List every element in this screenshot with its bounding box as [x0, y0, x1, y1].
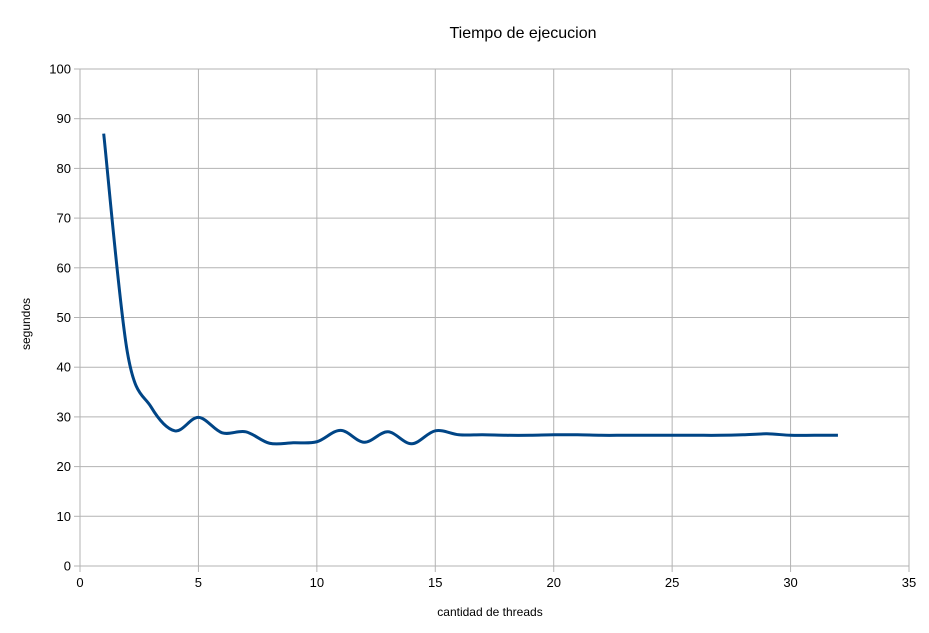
series-layer	[102, 133, 838, 446]
x-tick-label: 0	[76, 575, 83, 590]
y-axis-title: segundos	[19, 298, 33, 350]
y-tick-label: 10	[57, 509, 71, 524]
x-tick-label: 30	[783, 575, 797, 590]
series-line	[102, 133, 838, 446]
y-tick-label: 100	[49, 62, 71, 77]
x-tick-label: 35	[902, 575, 916, 590]
y-tick-label: 40	[57, 360, 71, 375]
x-tick-label: 10	[310, 575, 324, 590]
y-tick-label: 50	[57, 310, 71, 325]
y-tick-label: 90	[57, 111, 71, 126]
x-tick-label: 5	[195, 575, 202, 590]
y-tick-label: 60	[57, 260, 71, 275]
x-tick-label: 20	[546, 575, 560, 590]
x-tick-label: 15	[428, 575, 442, 590]
x-axis-title: cantidad de threads	[437, 605, 542, 619]
tick-labels: 0 10 20 30 40 50 60 70 80 90 100 0 5 10 15 20 25 30 35	[49, 62, 916, 591]
y-tick-label: 30	[57, 409, 71, 424]
grid-lines	[80, 68, 910, 566]
y-tick-label: 70	[57, 211, 71, 226]
axes	[74, 68, 910, 572]
y-tick-label: 20	[57, 459, 71, 474]
x-tick-label: 25	[665, 575, 679, 590]
y-tick-label: 80	[57, 161, 71, 176]
y-tick-label: 0	[64, 559, 71, 574]
chart-title: Tiempo de ejecucion	[449, 25, 596, 42]
